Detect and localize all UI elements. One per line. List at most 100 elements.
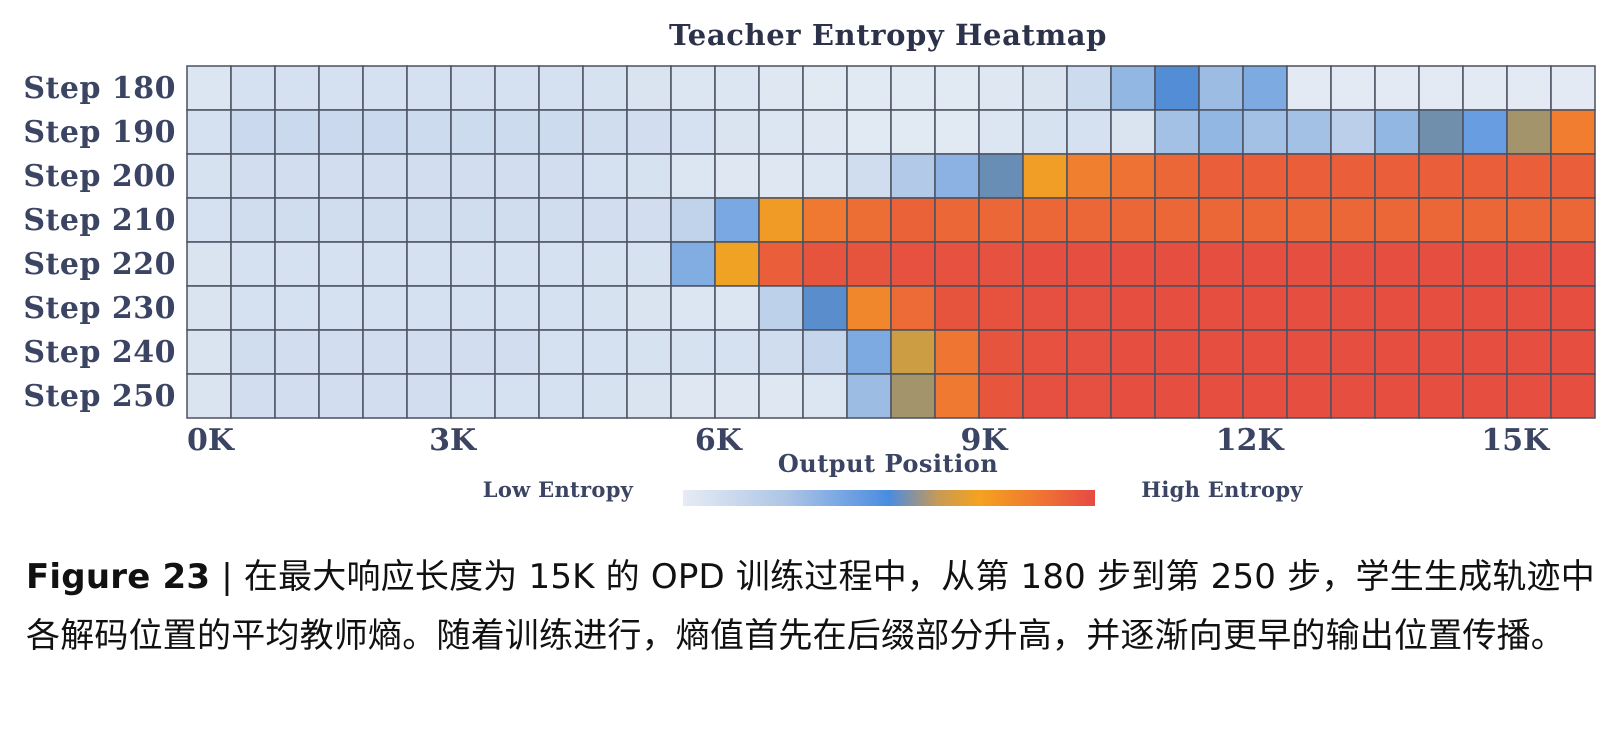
heatmap-cell <box>1066 197 1112 243</box>
heatmap-cell <box>406 285 452 331</box>
heatmap-cell <box>538 241 584 287</box>
heatmap-cell <box>406 241 452 287</box>
heatmap-cell <box>362 109 408 155</box>
heatmap-cell <box>1374 241 1420 287</box>
heatmap-cell <box>890 153 936 199</box>
colorbar-high-label: High Entropy <box>1141 477 1303 502</box>
heatmap-cell <box>626 373 672 419</box>
heatmap-cell <box>714 329 760 375</box>
heatmap-cell <box>1506 373 1552 419</box>
heatmap-cell <box>186 197 232 243</box>
heatmap-cell <box>934 109 980 155</box>
heatmap-cell <box>758 373 804 419</box>
heatmap-cell <box>1066 285 1112 331</box>
x-tick-label: 0K <box>187 423 235 458</box>
heatmap-cell <box>1022 285 1068 331</box>
heatmap-cell <box>1242 153 1288 199</box>
heatmap-cell <box>1110 65 1156 111</box>
heatmap-cell <box>714 109 760 155</box>
heatmap-cell <box>494 197 540 243</box>
heatmap-cell <box>1286 197 1332 243</box>
x-tick-label: 15K <box>1481 423 1550 458</box>
heatmap-cell <box>1550 197 1596 243</box>
heatmap-cell <box>890 197 936 243</box>
heatmap-cell <box>1462 373 1508 419</box>
heatmap-cell <box>626 285 672 331</box>
heatmap-cell <box>1506 329 1552 375</box>
heatmap-cell <box>1242 241 1288 287</box>
heatmap-cell <box>318 373 364 419</box>
heatmap-cell <box>1330 241 1376 287</box>
heatmap-cell <box>1286 285 1332 331</box>
heatmap-cell <box>274 373 320 419</box>
heatmap-cell <box>1550 109 1596 155</box>
heatmap-cell <box>230 197 276 243</box>
caption-figure-label: Figure 23 <box>26 557 211 597</box>
heatmap-cell <box>890 329 936 375</box>
heatmap-cell <box>978 153 1024 199</box>
heatmap-cell <box>406 373 452 419</box>
caption-text: 在最大响应长度为 15K 的 OPD 训练过程中，从第 180 步到第 250 … <box>26 557 1595 656</box>
heatmap-cell <box>1066 65 1112 111</box>
heatmap-cell <box>1198 65 1244 111</box>
heatmap-cell <box>1550 241 1596 287</box>
heatmap-cell <box>538 65 584 111</box>
heatmap-cell <box>582 373 628 419</box>
heatmap-cell <box>978 241 1024 287</box>
heatmap-cell <box>1242 285 1288 331</box>
colorbar <box>683 490 1095 506</box>
heatmap-cell <box>1198 241 1244 287</box>
heatmap-cell <box>802 329 848 375</box>
heatmap-cell <box>230 285 276 331</box>
heatmap-cell <box>802 285 848 331</box>
heatmap-cell <box>1374 285 1420 331</box>
heatmap-cell <box>758 329 804 375</box>
heatmap-cell <box>670 65 716 111</box>
heatmap-cell <box>1198 109 1244 155</box>
heatmap-cell <box>1374 329 1420 375</box>
heatmap-cell <box>1198 153 1244 199</box>
heatmap-cell <box>1550 329 1596 375</box>
heatmap-cell <box>494 65 540 111</box>
heatmap-cell <box>1066 153 1112 199</box>
heatmap-cell <box>406 109 452 155</box>
heatmap-cell <box>1286 153 1332 199</box>
heatmap-cell <box>1462 109 1508 155</box>
heatmap-cell <box>494 109 540 155</box>
heatmap-cell <box>802 241 848 287</box>
heatmap-cell <box>538 329 584 375</box>
heatmap-cell <box>450 285 496 331</box>
row-label: Step 240 <box>23 335 176 370</box>
heatmap-cell <box>538 373 584 419</box>
x-tick-labels: 0K 3K 6K 9K 12K 15K <box>187 423 1550 458</box>
heatmap-cell <box>1374 65 1420 111</box>
heatmap-cell <box>1022 241 1068 287</box>
heatmap-cell <box>230 373 276 419</box>
heatmap-cell <box>274 197 320 243</box>
heatmap-cell <box>1242 373 1288 419</box>
x-tick-label: 12K <box>1216 423 1285 458</box>
heatmap-cell <box>582 241 628 287</box>
heatmap-cell <box>1242 65 1288 111</box>
heatmap-cell <box>1506 197 1552 243</box>
heatmap-cell <box>1154 197 1200 243</box>
heatmap-cell <box>538 285 584 331</box>
colorbar-low-label: Low Entropy <box>483 477 634 502</box>
row-label: Step 180 <box>23 71 176 106</box>
heatmap-cell <box>670 373 716 419</box>
row-label: Step 190 <box>23 115 176 150</box>
heatmap-cell <box>1506 285 1552 331</box>
heatmap-cell <box>802 65 848 111</box>
heatmap-cell <box>1330 153 1376 199</box>
heatmap-cell <box>670 241 716 287</box>
heatmap-cell <box>934 285 980 331</box>
heatmap-cell <box>1418 241 1464 287</box>
heatmap-cell <box>1374 373 1420 419</box>
heatmap-cell <box>362 285 408 331</box>
heatmap-cell <box>362 373 408 419</box>
heatmap-cell <box>406 65 452 111</box>
heatmap-cell <box>1242 329 1288 375</box>
heatmap-cell <box>802 197 848 243</box>
heatmap-cell <box>1506 109 1552 155</box>
heatmap-cell <box>538 109 584 155</box>
